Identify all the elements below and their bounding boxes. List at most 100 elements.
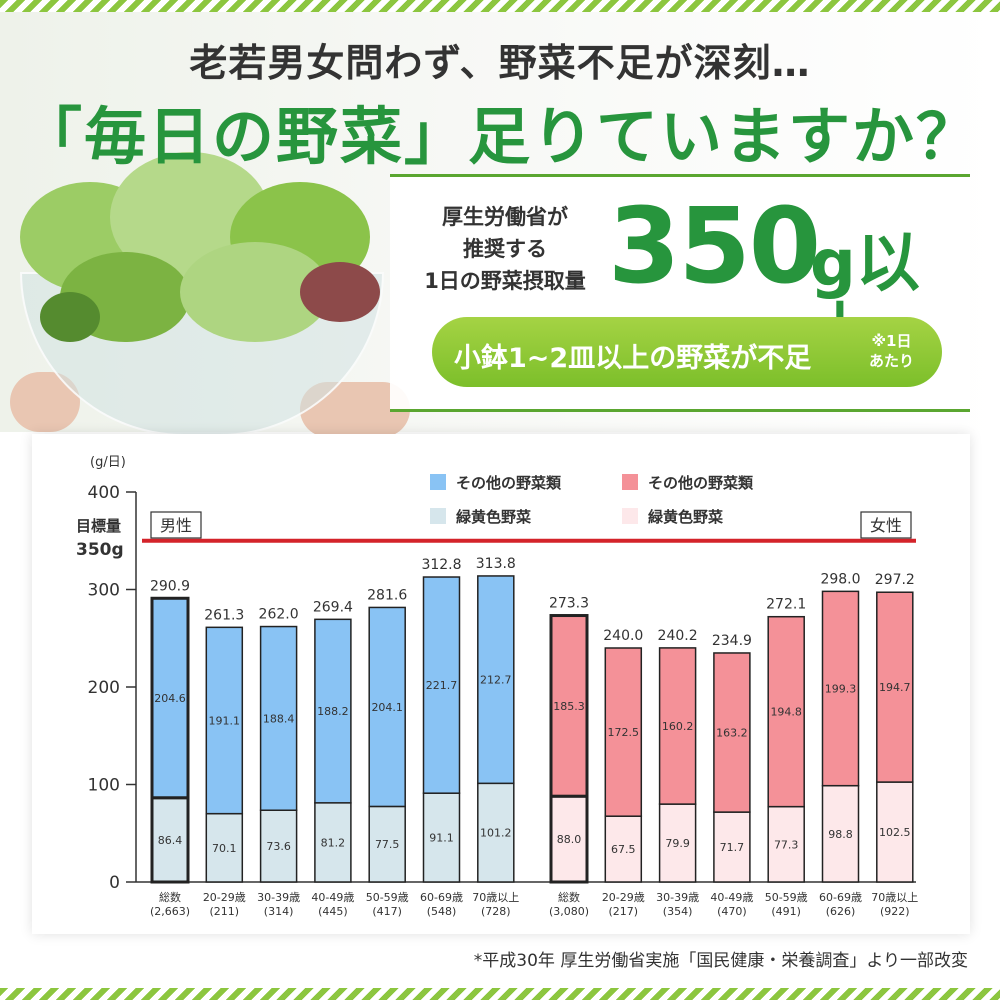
bar-other bbox=[713, 652, 751, 813]
bar-value-green-yellow: 81.2 bbox=[321, 836, 346, 849]
bar-other bbox=[477, 575, 515, 785]
bar-other bbox=[422, 576, 461, 794]
source-note: *平成30年 厚生労働省実施「国民健康・栄養調査」より一部改変 bbox=[473, 951, 968, 971]
bar-value-green-yellow: 91.1 bbox=[429, 832, 454, 845]
bar-total-label: 312.8 bbox=[421, 557, 461, 573]
bar-total-label: 297.2 bbox=[875, 572, 915, 588]
bar-green-yellow bbox=[150, 796, 190, 884]
bar-value-green-yellow: 88.0 bbox=[557, 833, 582, 846]
group-tag-label: 男性 bbox=[160, 516, 192, 535]
bar-other bbox=[876, 591, 914, 783]
bar-green-yellow bbox=[604, 815, 643, 883]
y-tick-label: 0 bbox=[109, 873, 120, 893]
bar-total-label: 281.6 bbox=[367, 587, 407, 603]
bar-other bbox=[658, 647, 697, 805]
bar-total-label: 240.2 bbox=[658, 628, 698, 644]
x-tick-count: (2,663) bbox=[150, 905, 190, 918]
x-tick-label: 40-49歳 bbox=[710, 891, 753, 904]
bar-total-label: 234.9 bbox=[712, 633, 752, 649]
shortage-pill: 小鉢1~2皿以上の野菜が不足 ※1日 あたり bbox=[432, 317, 942, 387]
y-axis-unit: (g/日) bbox=[90, 455, 126, 470]
bar-total-label: 273.3 bbox=[549, 596, 589, 612]
bar-value-green-yellow: 79.9 bbox=[665, 837, 690, 850]
x-tick-label: 20-29歳 bbox=[203, 891, 246, 904]
x-tick-count: (728) bbox=[481, 905, 511, 918]
bar-value-green-yellow: 73.6 bbox=[266, 840, 291, 853]
bar-other bbox=[368, 606, 406, 808]
legend-label: その他の野菜類 bbox=[648, 474, 754, 492]
red-leaf bbox=[300, 262, 380, 322]
legend-label: その他の野菜類 bbox=[456, 474, 562, 492]
x-tick-label: 70歳以上 bbox=[472, 891, 519, 904]
vegetable-intake-chart: 0 100 200 300 400 (g/日) 目標量 350g その他の野菜類 緑黄色野菜 その他… bbox=[32, 434, 970, 938]
bar-other bbox=[604, 647, 643, 817]
y-tick-label: 200 bbox=[88, 678, 120, 698]
x-tick-count: (626) bbox=[826, 905, 856, 918]
x-tick-count: (548) bbox=[427, 905, 457, 918]
y-tick-label: 300 bbox=[88, 581, 120, 601]
bar-other bbox=[767, 615, 805, 808]
x-tick-label: 70歳以上 bbox=[871, 891, 918, 904]
bar-total-label: 298.0 bbox=[820, 571, 860, 587]
group-tag-box bbox=[860, 511, 912, 539]
bar-total-label: 261.3 bbox=[204, 607, 244, 623]
group-tag-box bbox=[150, 511, 202, 539]
bar-total-label: 313.8 bbox=[476, 556, 516, 572]
bar-other bbox=[150, 596, 190, 800]
bar-value-other: 191.1 bbox=[209, 714, 241, 727]
bar-total-label: 272.1 bbox=[766, 597, 806, 613]
x-tick-label: 50-59歳 bbox=[765, 891, 808, 904]
bar-green-yellow bbox=[549, 794, 589, 884]
bar-other bbox=[314, 618, 352, 804]
bar-value-other: 163.2 bbox=[716, 727, 748, 740]
bar-value-other: 212.7 bbox=[480, 674, 512, 687]
headline-line2: 「毎日の野菜」足りていますか？ bbox=[19, 100, 980, 173]
legend-swatch bbox=[622, 508, 638, 524]
bar-value-green-yellow: 77.5 bbox=[375, 838, 400, 851]
bar-value-other: 188.2 bbox=[317, 705, 349, 718]
group-tag-label: 女性 bbox=[870, 516, 902, 535]
bar-value-other: 204.6 bbox=[154, 692, 186, 705]
bar-green-yellow bbox=[477, 782, 515, 883]
bar-value-green-yellow: 101.2 bbox=[480, 827, 512, 840]
x-tick-label: 30-39歳 bbox=[257, 891, 300, 904]
x-tick-label: 総数 bbox=[558, 890, 580, 904]
bar-green-yellow bbox=[876, 781, 914, 883]
x-tick-label: 40-49歳 bbox=[311, 891, 354, 904]
x-tick-count: (314) bbox=[264, 905, 294, 918]
x-tick-label: 60-69歳 bbox=[819, 891, 862, 904]
bar-total-label: 240.0 bbox=[603, 628, 643, 644]
bar-value-green-yellow: 77.3 bbox=[774, 838, 799, 851]
bar-value-other: 221.7 bbox=[426, 679, 458, 692]
bar-value-other: 185.3 bbox=[553, 700, 585, 713]
bar-other bbox=[549, 614, 589, 798]
x-tick-count: (445) bbox=[318, 905, 348, 918]
x-tick-label: 総数 bbox=[159, 890, 181, 904]
x-tick-count: (217) bbox=[609, 905, 639, 918]
bottom-stripe-border bbox=[0, 988, 1000, 1000]
bar-green-yellow bbox=[314, 802, 352, 883]
x-tick-count: (470) bbox=[717, 905, 747, 918]
bar-green-yellow bbox=[422, 792, 461, 883]
bar-total-label: 290.9 bbox=[150, 578, 190, 594]
recommendation-amount: 350 bbox=[608, 185, 821, 307]
bar-value-green-yellow: 71.7 bbox=[720, 841, 745, 854]
x-tick-count: (922) bbox=[880, 905, 910, 918]
bar-other bbox=[205, 626, 244, 815]
bar-total-label: 262.0 bbox=[259, 607, 299, 623]
top-stripe-border bbox=[0, 0, 1000, 12]
target-label: 目標量 bbox=[76, 517, 121, 535]
bar-green-yellow bbox=[713, 811, 751, 883]
x-tick-count: (3,080) bbox=[549, 905, 589, 918]
bar-value-other: 194.8 bbox=[770, 706, 802, 719]
recommendation-description: 厚生労働省が 推奨する 1日の野菜摂取量 bbox=[424, 205, 586, 293]
target-value-label: 350g bbox=[76, 540, 124, 560]
bar-total-label: 269.4 bbox=[313, 599, 353, 615]
bar-green-yellow bbox=[821, 784, 860, 883]
bar-value-other: 188.4 bbox=[263, 712, 295, 725]
bar-value-green-yellow: 98.8 bbox=[828, 828, 853, 841]
legend-label: 緑黄色野菜 bbox=[648, 508, 723, 526]
x-tick-label: 50-59歳 bbox=[366, 891, 409, 904]
broccoli bbox=[40, 292, 100, 342]
bar-value-green-yellow: 67.5 bbox=[611, 843, 636, 856]
